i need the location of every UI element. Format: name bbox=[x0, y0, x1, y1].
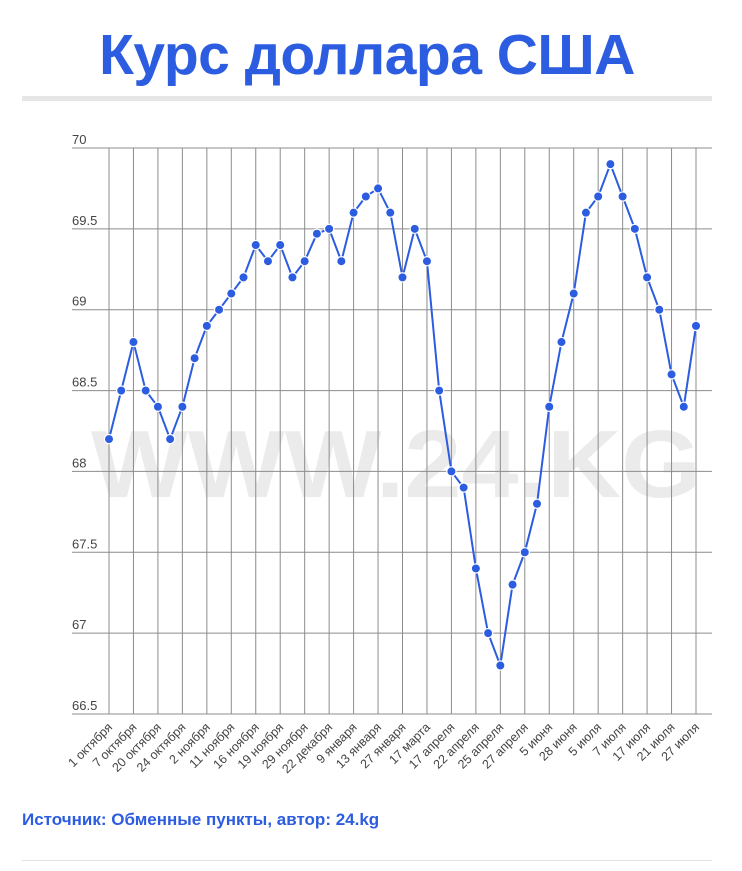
data-point bbox=[470, 563, 482, 574]
data-point bbox=[482, 627, 494, 639]
data-point bbox=[323, 223, 335, 235]
data-point bbox=[103, 433, 115, 445]
y-tick-label: 69 bbox=[72, 294, 86, 309]
data-point bbox=[519, 547, 530, 558]
data-point bbox=[580, 207, 592, 218]
data-point bbox=[299, 256, 310, 267]
data-point bbox=[421, 256, 433, 267]
data-point bbox=[201, 320, 213, 332]
title-divider bbox=[22, 96, 712, 101]
y-tick-label: 70 bbox=[72, 132, 86, 147]
data-point bbox=[556, 336, 567, 348]
data-point bbox=[592, 191, 604, 202]
data-point bbox=[678, 401, 689, 412]
data-point bbox=[238, 272, 249, 283]
y-tick-label: 69.5 bbox=[72, 213, 97, 228]
data-point bbox=[385, 207, 396, 218]
data-point bbox=[641, 272, 653, 283]
data-point bbox=[433, 385, 445, 396]
data-point bbox=[250, 239, 261, 251]
data-point bbox=[666, 369, 677, 380]
data-point bbox=[152, 401, 164, 412]
chart-title: Курс доллара США bbox=[99, 23, 635, 87]
y-tick-label: 66.5 bbox=[72, 698, 97, 713]
data-point bbox=[568, 288, 579, 299]
data-point bbox=[360, 191, 372, 202]
data-point bbox=[262, 256, 274, 267]
watermark: WWW.24.KG bbox=[91, 411, 701, 518]
data-point bbox=[605, 158, 616, 170]
data-point bbox=[348, 207, 359, 218]
data-point bbox=[531, 498, 543, 509]
data-point bbox=[617, 191, 628, 202]
data-point bbox=[140, 385, 151, 396]
y-tick-label: 68.5 bbox=[72, 375, 97, 390]
y-tick-label: 68 bbox=[72, 455, 86, 470]
data-point bbox=[177, 401, 188, 412]
data-point bbox=[336, 256, 347, 267]
data-point bbox=[164, 433, 176, 445]
data-point bbox=[397, 272, 408, 283]
data-point bbox=[507, 579, 518, 590]
data-point bbox=[409, 223, 420, 235]
data-point bbox=[690, 320, 702, 332]
data-point bbox=[189, 353, 200, 364]
data-point bbox=[629, 223, 641, 235]
data-point bbox=[275, 239, 286, 251]
data-point bbox=[116, 385, 127, 396]
y-tick-label: 67.5 bbox=[72, 536, 97, 551]
data-point bbox=[495, 660, 506, 671]
data-point bbox=[213, 304, 225, 315]
source-caption: Источник: Обменные пункты, автор: 24.kg bbox=[22, 810, 380, 829]
data-point bbox=[458, 482, 469, 493]
data-point bbox=[287, 272, 298, 283]
data-point bbox=[544, 401, 555, 412]
data-point bbox=[446, 466, 457, 477]
data-point bbox=[226, 288, 237, 299]
data-point bbox=[654, 304, 665, 315]
data-point bbox=[311, 228, 323, 239]
y-tick-label: 67 bbox=[72, 617, 86, 632]
bottom-divider bbox=[22, 860, 712, 861]
data-point bbox=[128, 336, 139, 348]
data-point bbox=[372, 183, 384, 194]
